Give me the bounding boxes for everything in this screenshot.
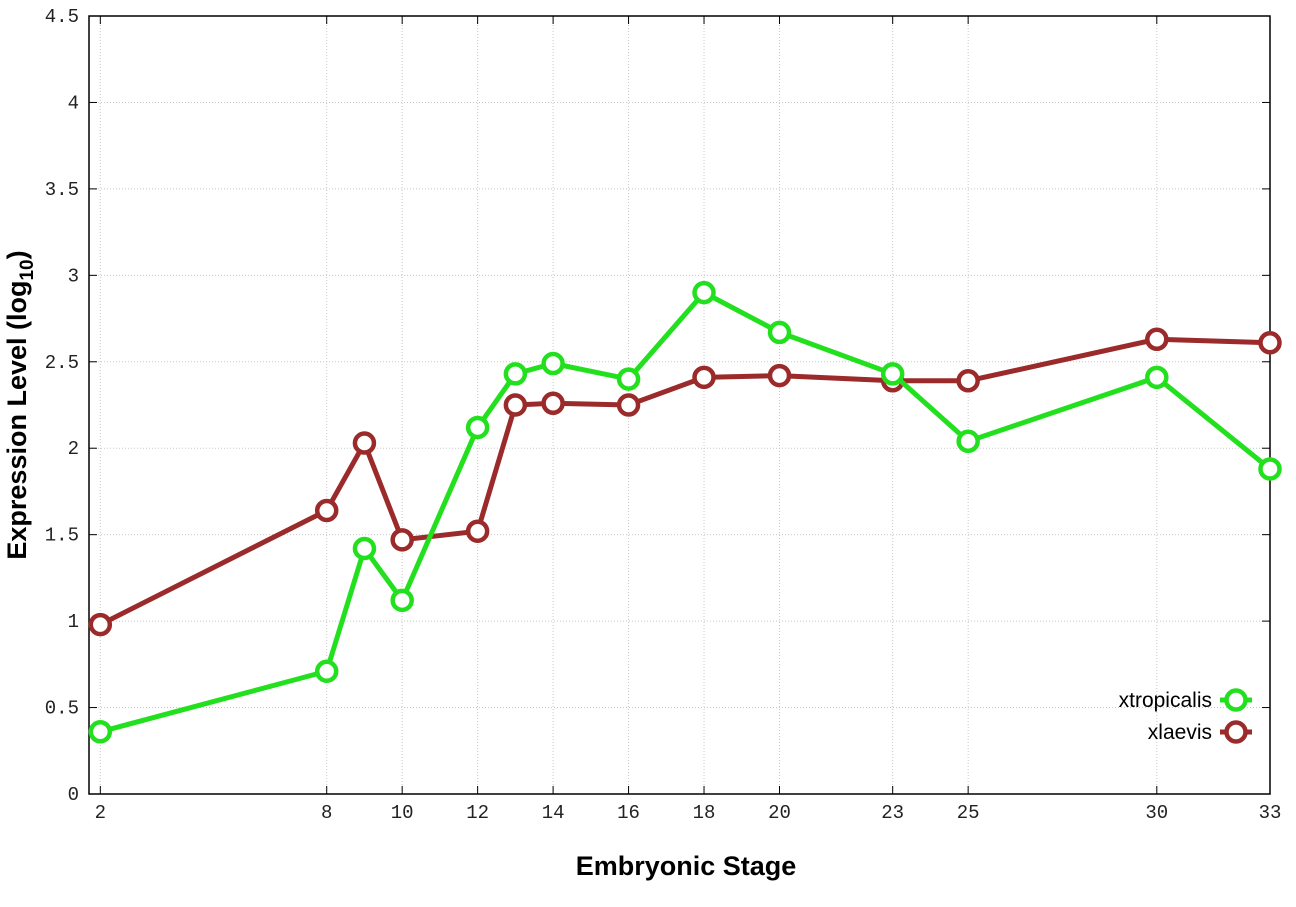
x-tick-label: 18 (693, 802, 716, 824)
y-tick-label: 4 (68, 92, 79, 114)
data-point (465, 519, 490, 543)
legend-label: xlaevis (1148, 721, 1212, 744)
data-point (692, 280, 716, 305)
legend: xtropicalis xlaevis (1119, 688, 1252, 744)
grid (89, 16, 1271, 794)
y-axis-label: Expression Level (log10) (2, 250, 38, 559)
data-point (503, 393, 528, 417)
data-point (880, 362, 905, 386)
series-line (99, 289, 1272, 735)
x-tick-label: 30 (1145, 802, 1168, 824)
y-tick-label: 1.5 (45, 525, 79, 547)
data-point (390, 588, 414, 613)
series-xlaevis (88, 327, 1282, 637)
x-tick-label: 10 (391, 802, 414, 824)
data-point (1258, 457, 1282, 481)
y-tick-label: 4.5 (45, 6, 79, 28)
x-tick-label: 12 (466, 802, 489, 824)
data-point (352, 431, 377, 455)
x-tick-label: 25 (957, 802, 980, 824)
x-tick-label: 14 (542, 802, 565, 824)
x-tick-label: 8 (321, 802, 332, 824)
ticks: 0 0.5 1 1.5 2 2.5 3 3.5 4 4.5 2 8 10 12 14 16 18 20 23 25 30… (45, 6, 1282, 824)
series (88, 280, 1282, 744)
data-point (767, 363, 792, 388)
x-tick-label: 20 (768, 802, 791, 824)
data-point (1145, 327, 1169, 352)
y-tick-label: 0.5 (45, 698, 79, 720)
legend-marker (1224, 688, 1248, 712)
x-tick-label: 23 (881, 802, 904, 824)
y-tick-label: 1 (68, 611, 79, 633)
x-tick-label: 33 (1259, 802, 1282, 824)
data-point (503, 362, 528, 386)
data-point (314, 659, 339, 683)
data-point (1145, 365, 1169, 390)
data-point (956, 429, 980, 454)
data-point (465, 415, 490, 440)
data-point (390, 528, 414, 552)
y-tick-label: 2 (68, 438, 79, 460)
legend-marker (1224, 720, 1248, 744)
y-tick-label: 3.5 (45, 179, 79, 201)
data-point (692, 365, 716, 390)
y-tick-label: 3 (68, 265, 79, 287)
data-point (88, 720, 113, 744)
x-axis-label: Embryonic Stage (576, 851, 797, 881)
data-point (541, 351, 565, 376)
plot-frame (88, 15, 1271, 795)
data-point (352, 536, 377, 561)
series-xtropicalis (88, 280, 1282, 744)
data-point (88, 612, 113, 637)
data-point (616, 367, 641, 391)
data-point (767, 320, 792, 345)
series-line (99, 336, 1271, 627)
data-point (616, 393, 641, 417)
x-tick-label: 2 (95, 802, 106, 824)
data-point (956, 369, 980, 393)
y-tick-label: 2.5 (45, 352, 79, 374)
x-tick-label: 16 (617, 802, 640, 824)
data-point (1258, 331, 1282, 355)
data-point (314, 498, 339, 523)
data-point (541, 391, 565, 416)
legend-label: xtropicalis (1119, 689, 1212, 712)
y-tick-label: 0 (68, 784, 79, 806)
